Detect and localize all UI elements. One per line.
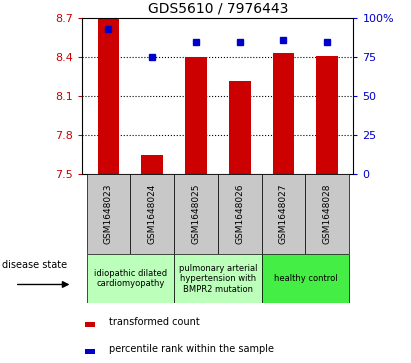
Text: GSM1648025: GSM1648025 — [192, 184, 201, 244]
Bar — [85, 322, 95, 327]
Text: healthy control: healthy control — [274, 274, 337, 283]
Bar — [87, 254, 174, 303]
Bar — [174, 254, 261, 303]
Bar — [141, 155, 163, 174]
Text: GSM1648026: GSM1648026 — [235, 184, 244, 244]
Bar — [229, 81, 251, 174]
Bar — [305, 174, 349, 254]
Bar — [97, 18, 119, 174]
Bar — [85, 349, 95, 354]
Bar — [218, 174, 261, 254]
Bar — [87, 174, 130, 254]
Text: GSM1648024: GSM1648024 — [148, 184, 157, 244]
Bar — [174, 174, 218, 254]
Bar — [316, 56, 338, 174]
Text: transformed count: transformed count — [109, 317, 200, 327]
Bar — [130, 174, 174, 254]
Text: idiopathic dilated
cardiomyopathy: idiopathic dilated cardiomyopathy — [94, 269, 167, 288]
Bar — [272, 53, 294, 174]
Bar — [185, 57, 207, 174]
Text: GSM1648028: GSM1648028 — [323, 184, 332, 244]
Title: GDS5610 / 7976443: GDS5610 / 7976443 — [148, 1, 288, 16]
Text: pulmonary arterial
hypertension with
BMPR2 mutation: pulmonary arterial hypertension with BMP… — [179, 264, 257, 294]
Bar — [261, 254, 349, 303]
Text: GSM1648023: GSM1648023 — [104, 184, 113, 244]
Text: disease state: disease state — [2, 260, 67, 270]
Bar — [261, 174, 305, 254]
Text: GSM1648027: GSM1648027 — [279, 184, 288, 244]
Text: percentile rank within the sample: percentile rank within the sample — [109, 344, 274, 354]
